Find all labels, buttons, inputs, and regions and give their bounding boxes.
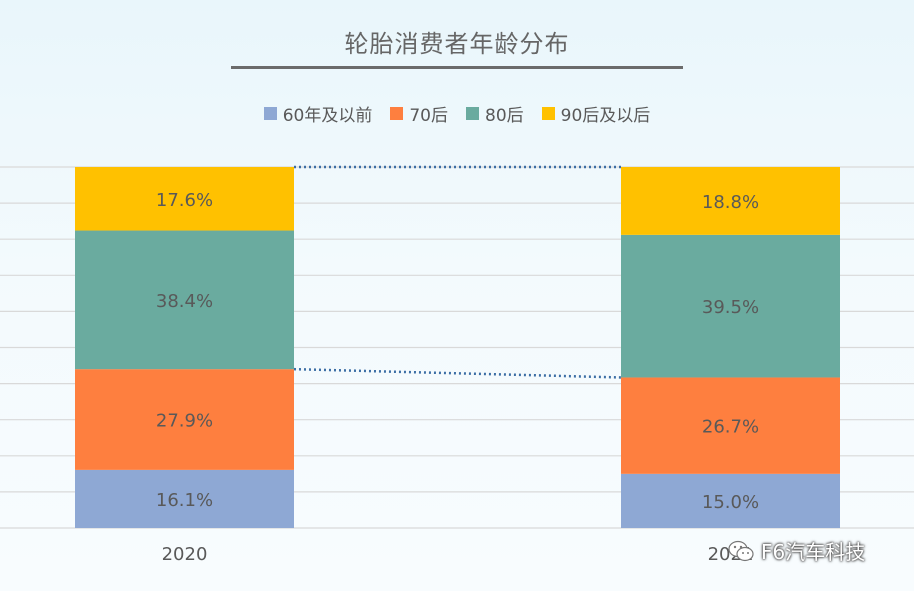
legend-swatch [263,107,277,120]
legend-label: 60年及以前 [282,106,373,126]
legend-swatch [466,107,479,120]
watermark-text: F6汽车科技 [761,540,866,564]
data-label: 26.7% [702,417,759,438]
chart-title: 轮胎消费者年龄分布 [344,30,570,58]
legend-item-60s[interactable]: 60年及以前 [263,101,373,126]
legend-item-90s[interactable]: 90后及以后 [541,101,651,126]
bar-segment [621,377,840,474]
bar-segment [75,369,294,470]
bar-segment [75,167,294,231]
data-label: 15.0% [702,492,759,513]
bar-segment [621,234,840,378]
data-label: 18.8% [702,192,759,213]
wechat-icon [728,540,754,561]
data-label: 16.1% [156,490,213,511]
bar-segment [75,230,294,370]
title-underline [231,66,683,69]
chart-legend: 60年及以前 70后 80后 90后及以后 [0,101,914,126]
bar-segment [75,469,294,528]
data-label: 17.6% [156,190,213,211]
data-label: 39.5% [702,297,759,318]
bar-segment [621,167,840,235]
legend-label: 90后及以后 [560,106,651,126]
legend-label: 80后 [485,106,524,126]
bar-segment [621,473,840,528]
connector-line [293,367,622,379]
legend-item-80s[interactable]: 80后 [466,101,524,126]
watermark: F6汽车科技 [727,536,865,565]
x-tick-label: 2020 [162,544,208,565]
data-label: 38.4% [156,291,213,312]
legend-swatch [541,107,555,120]
legend-swatch [390,107,404,120]
data-label: 27.9% [156,411,213,432]
legend-label: 70后 [409,106,448,126]
legend-item-70s[interactable]: 70后 [390,101,448,126]
